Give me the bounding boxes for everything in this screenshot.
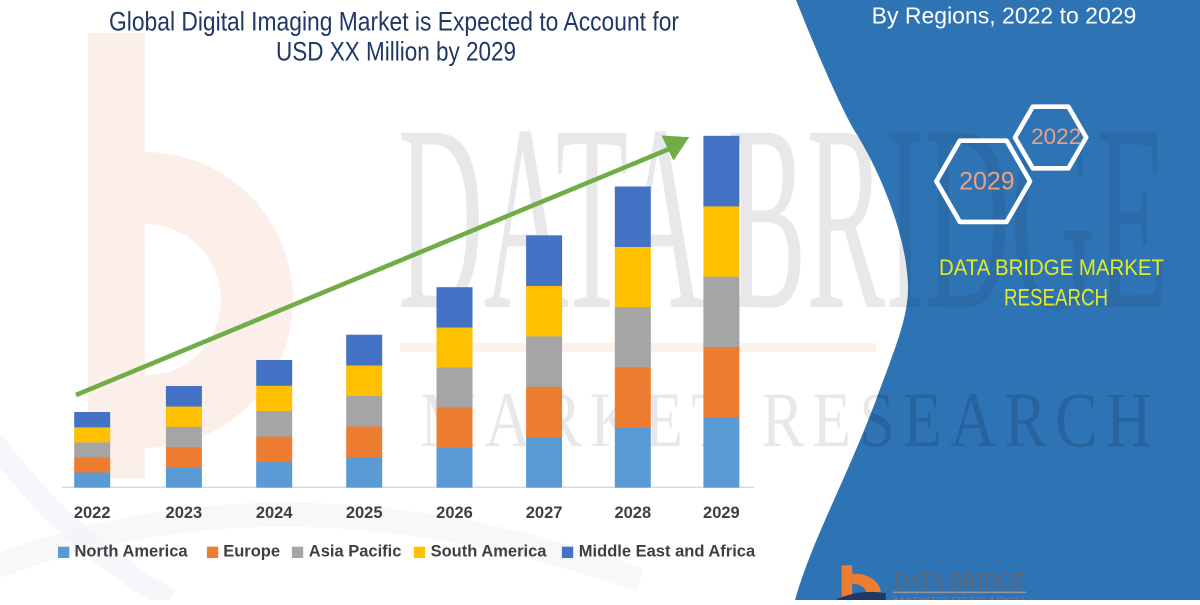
svg-text:2029: 2029	[959, 168, 1015, 196]
svg-text:RESEARCH: RESEARCH	[1004, 284, 1108, 311]
svg-text:MARKET RESEARCH: MARKET RESEARCH	[420, 376, 1160, 463]
svg-text:By Regions, 2022 to 2029: By Regions, 2022 to 2029	[872, 2, 1137, 28]
svg-text:2022: 2022	[1031, 124, 1081, 149]
svg-text:Europe: Europe	[223, 543, 280, 561]
svg-text:2028: 2028	[614, 504, 651, 522]
svg-text:2027: 2027	[526, 504, 563, 522]
svg-text:Middle East and Africa: Middle East and Africa	[579, 543, 756, 561]
svg-text:2023: 2023	[166, 504, 203, 522]
svg-text:2025: 2025	[346, 504, 383, 522]
svg-text:South America: South America	[431, 543, 548, 561]
svg-text:2026: 2026	[436, 504, 473, 522]
svg-text:Asia Pacific: Asia Pacific	[309, 543, 402, 561]
svg-text:2029: 2029	[703, 504, 740, 522]
svg-text:North America: North America	[75, 543, 189, 561]
svg-text:Global Digital Imaging Market: Global Digital Imaging Market is Expecte…	[109, 7, 679, 37]
svg-text:USD XX Million by 2029: USD XX Million by 2029	[276, 37, 516, 67]
svg-text:DATA BRIDGE MARKET: DATA BRIDGE MARKET	[939, 255, 1164, 280]
svg-text:MARKET RESEARCH: MARKET RESEARCH	[894, 596, 1025, 601]
svg-text:DATA BRIDGE: DATA BRIDGE	[398, 70, 1168, 365]
svg-text:DATA BRIDGE: DATA BRIDGE	[893, 570, 1025, 595]
svg-text:2024: 2024	[256, 504, 294, 522]
svg-text:2022: 2022	[74, 504, 111, 522]
